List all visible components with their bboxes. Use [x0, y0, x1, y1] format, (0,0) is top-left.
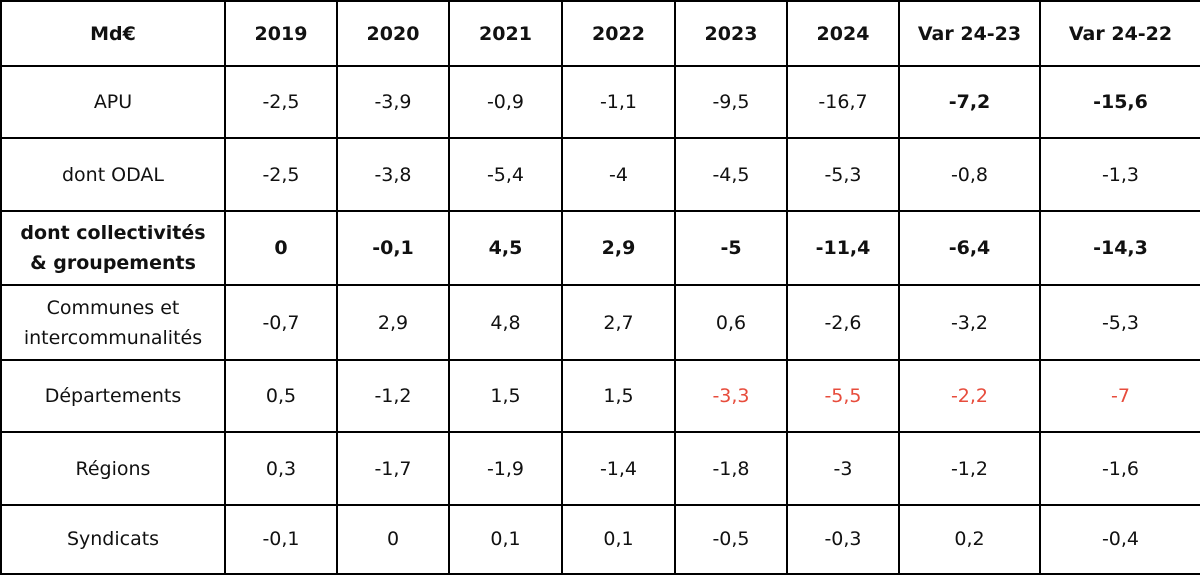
cell-2022: 1,5	[561, 358, 676, 434]
cell-2021: -5,4	[448, 137, 563, 212]
cell-2021: 1,5	[448, 358, 563, 434]
table-row-communes: Communes et intercommunalités -0,7 2,9 4,…	[0, 284, 1200, 361]
header-var-24-22: Var 24-22	[1039, 0, 1200, 67]
cell-2019: -0,7	[224, 284, 338, 361]
cell-2021: 4,5	[448, 209, 563, 287]
table-row-departements: Départements 0,5 -1,2 1,5 1,5 -3,3 -5,5 …	[0, 358, 1200, 434]
cell-2022: -1,4	[561, 431, 676, 506]
cell-var-24-23: 0,2	[898, 503, 1041, 575]
cell-2022: 2,9	[561, 209, 676, 287]
cell-var-24-23: -3,2	[898, 284, 1041, 361]
cell-var-24-23: -6,4	[898, 209, 1041, 287]
cell-2020: -1,2	[336, 358, 450, 434]
cell-var-24-22: -15,6	[1039, 64, 1200, 140]
cell-2023: 0,6	[674, 284, 788, 361]
cell-2022: 2,7	[561, 284, 676, 361]
cell-2019: 0	[224, 209, 338, 287]
table-row-collectivites: dont collectivités & groupements 0 -0,1 4…	[0, 209, 1200, 287]
cell-var-24-23: -2,2	[898, 358, 1041, 434]
cell-2020: -0,1	[336, 209, 450, 287]
cell-2020: 2,9	[336, 284, 450, 361]
cell-var-24-23: -0,8	[898, 137, 1041, 212]
table-row-apu: APU -2,5 -3,9 -0,9 -1,1 -9,5 -16,7 -7,2 …	[0, 64, 1200, 140]
cell-2023: -0,5	[674, 503, 788, 575]
cell-2024: -3	[786, 431, 900, 506]
cell-var-24-22: -1,3	[1039, 137, 1200, 212]
header-2020: 2020	[336, 0, 450, 67]
table-row-regions: Régions 0,3 -1,7 -1,9 -1,4 -1,8 -3 -1,2 …	[0, 431, 1200, 506]
row-label-line1: dont collectivités	[20, 222, 206, 245]
cell-2019: 0,5	[224, 358, 338, 434]
row-label-line1: Communes et	[46, 296, 180, 319]
cell-2023: -1,8	[674, 431, 788, 506]
row-label: dont ODAL	[0, 137, 226, 212]
row-label: Départements	[0, 358, 226, 434]
cell-2020: -3,9	[336, 64, 450, 140]
cell-var-24-22: -7	[1039, 358, 1200, 434]
cell-var-24-22: -14,3	[1039, 209, 1200, 287]
cell-2021: 4,8	[448, 284, 563, 361]
row-label: Communes et intercommunalités	[0, 284, 226, 361]
cell-2019: -2,5	[224, 137, 338, 212]
cell-2020: 0	[336, 503, 450, 575]
cell-2022: -1,1	[561, 64, 676, 140]
cell-2022: -4	[561, 137, 676, 212]
cell-2019: 0,3	[224, 431, 338, 506]
header-2022: 2022	[561, 0, 676, 67]
header-var-24-23: Var 24-23	[898, 0, 1041, 67]
cell-2023: -3,3	[674, 358, 788, 434]
header-row: Md€ 2019 2020 2021 2022 2023 2024 Var 24…	[0, 0, 1200, 67]
header-2021: 2021	[448, 0, 563, 67]
cell-2024: -0,3	[786, 503, 900, 575]
row-label-line2: & groupements	[30, 252, 196, 275]
cell-2022: 0,1	[561, 503, 676, 575]
header-2023: 2023	[674, 0, 788, 67]
header-2024: 2024	[786, 0, 900, 67]
cell-2023: -9,5	[674, 64, 788, 140]
cell-var-24-22: -1,6	[1039, 431, 1200, 506]
cell-2024: -16,7	[786, 64, 900, 140]
cell-2020: -3,8	[336, 137, 450, 212]
cell-2023: -5	[674, 209, 788, 287]
cell-2021: -1,9	[448, 431, 563, 506]
row-label: Régions	[0, 431, 226, 506]
cell-2021: 0,1	[448, 503, 563, 575]
cell-var-24-22: -5,3	[1039, 284, 1200, 361]
cell-2024: -11,4	[786, 209, 900, 287]
row-label: dont collectivités & groupements	[0, 209, 226, 287]
row-label: APU	[0, 64, 226, 140]
cell-2021: -0,9	[448, 64, 563, 140]
header-unit: Md€	[0, 0, 226, 67]
row-label: Syndicats	[0, 503, 226, 575]
cell-var-24-23: -1,2	[898, 431, 1041, 506]
table-row-syndicats: Syndicats -0,1 0 0,1 0,1 -0,5 -0,3 0,2 -…	[0, 503, 1200, 575]
cell-2020: -1,7	[336, 431, 450, 506]
cell-2024: -2,6	[786, 284, 900, 361]
cell-2019: -2,5	[224, 64, 338, 140]
cell-var-24-23: -7,2	[898, 64, 1041, 140]
row-label-line2: intercommunalités	[23, 326, 203, 349]
cell-2024: -5,5	[786, 358, 900, 434]
cell-var-24-22: -0,4	[1039, 503, 1200, 575]
table-row-odal: dont ODAL -2,5 -3,8 -5,4 -4 -4,5 -5,3 -0…	[0, 137, 1200, 212]
cell-2024: -5,3	[786, 137, 900, 212]
cell-2023: -4,5	[674, 137, 788, 212]
header-2019: 2019	[224, 0, 338, 67]
cell-2019: -0,1	[224, 503, 338, 575]
